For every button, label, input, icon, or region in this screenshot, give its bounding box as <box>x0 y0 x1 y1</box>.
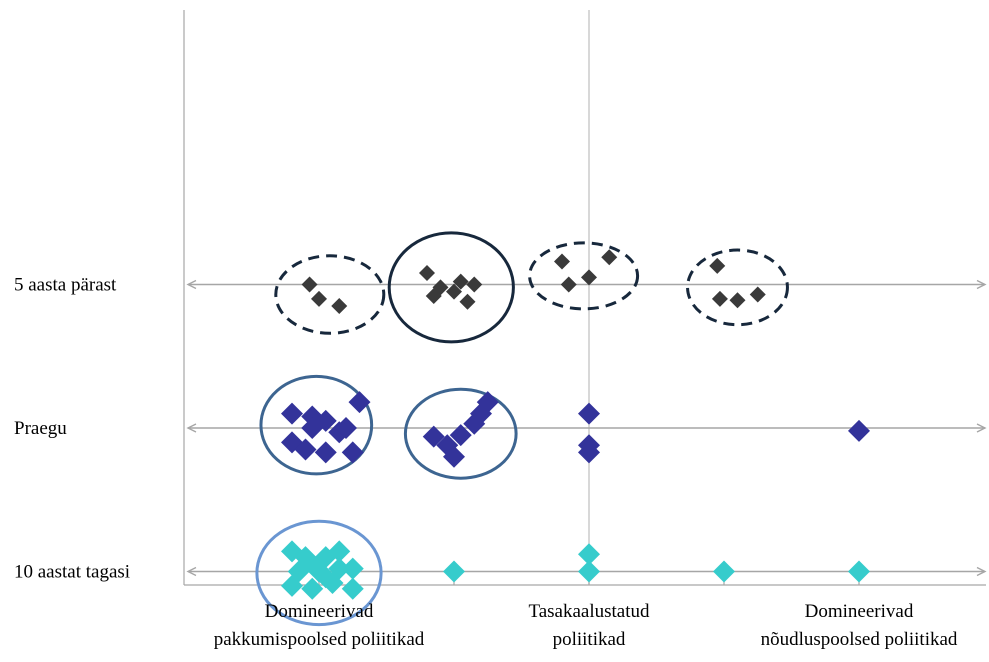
data-point <box>348 391 371 414</box>
axes <box>183 10 986 586</box>
data-point <box>301 417 324 439</box>
data-point <box>443 445 465 468</box>
data-point <box>301 577 324 600</box>
row-arrow-left <box>186 423 197 433</box>
data-point <box>578 560 600 583</box>
data-point <box>419 265 435 282</box>
solid-ellipse <box>255 519 383 627</box>
row-arrow-left <box>186 566 197 577</box>
y-tick-labels: 5 aasta pärast Praegu 10 aastat tagasi <box>14 275 130 583</box>
row-arrow-right <box>976 423 987 433</box>
data-point <box>328 540 351 563</box>
y-tick-label: 5 aasta pärast <box>14 275 117 296</box>
data-point <box>459 293 476 310</box>
data-point <box>452 273 469 290</box>
data-point <box>713 560 735 583</box>
x-tick-label: Domineerivad <box>805 601 914 622</box>
data-point <box>432 279 449 296</box>
solid-ellipse <box>403 387 518 480</box>
data-point <box>749 286 766 303</box>
data-point <box>335 417 357 439</box>
data-point <box>301 276 318 293</box>
data-point <box>449 424 472 447</box>
row-arrow-right <box>976 566 987 577</box>
x-tick-label: Domineerivad <box>265 601 374 622</box>
row-arrow-right <box>976 279 987 290</box>
data-point <box>466 276 483 293</box>
data-point <box>422 425 445 448</box>
data-point <box>578 402 600 425</box>
data-points <box>281 249 870 600</box>
solid-ellipse <box>387 231 515 344</box>
x-tick-label: Tasakaalustatud <box>528 601 650 622</box>
data-point <box>321 571 344 594</box>
row-arrow-left <box>186 279 197 290</box>
data-point <box>311 290 327 307</box>
data-point <box>446 283 462 300</box>
data-point <box>601 249 618 266</box>
data-point <box>476 391 499 414</box>
data-point <box>294 438 317 461</box>
dashed-ellipse <box>274 254 386 335</box>
y-tick-label: Praegu <box>14 418 67 439</box>
data-point <box>443 560 465 583</box>
data-point <box>554 253 570 270</box>
data-point <box>341 441 364 464</box>
x-tick-labels: Domineerivad pakkumispoolsed poliitikad Ta… <box>214 601 958 650</box>
data-point <box>560 276 577 293</box>
x-tick-label: pakkumispoolsed poliitikad <box>214 629 425 650</box>
y-tick-label: 10 aastat tagasi <box>14 562 130 583</box>
data-point <box>331 298 348 315</box>
data-point <box>294 546 317 569</box>
data-point <box>581 269 597 286</box>
data-point <box>341 577 364 600</box>
data-point <box>729 292 746 309</box>
data-point <box>308 560 330 583</box>
x-tick-label: nõudluspoolsed poliitikad <box>761 629 958 650</box>
cluster-ellipses <box>255 231 789 627</box>
dashed-ellipse <box>686 248 789 327</box>
x-tick-label: poliitikad <box>553 629 626 650</box>
solid-ellipse <box>259 374 374 476</box>
dashed-ellipse <box>528 241 640 311</box>
data-point <box>281 402 303 425</box>
data-point <box>848 419 870 442</box>
data-point <box>314 441 337 464</box>
data-point <box>848 560 870 583</box>
data-point <box>709 257 726 274</box>
data-point <box>578 441 600 464</box>
data-point <box>711 290 728 307</box>
data-point <box>341 557 364 580</box>
data-point <box>578 543 600 566</box>
